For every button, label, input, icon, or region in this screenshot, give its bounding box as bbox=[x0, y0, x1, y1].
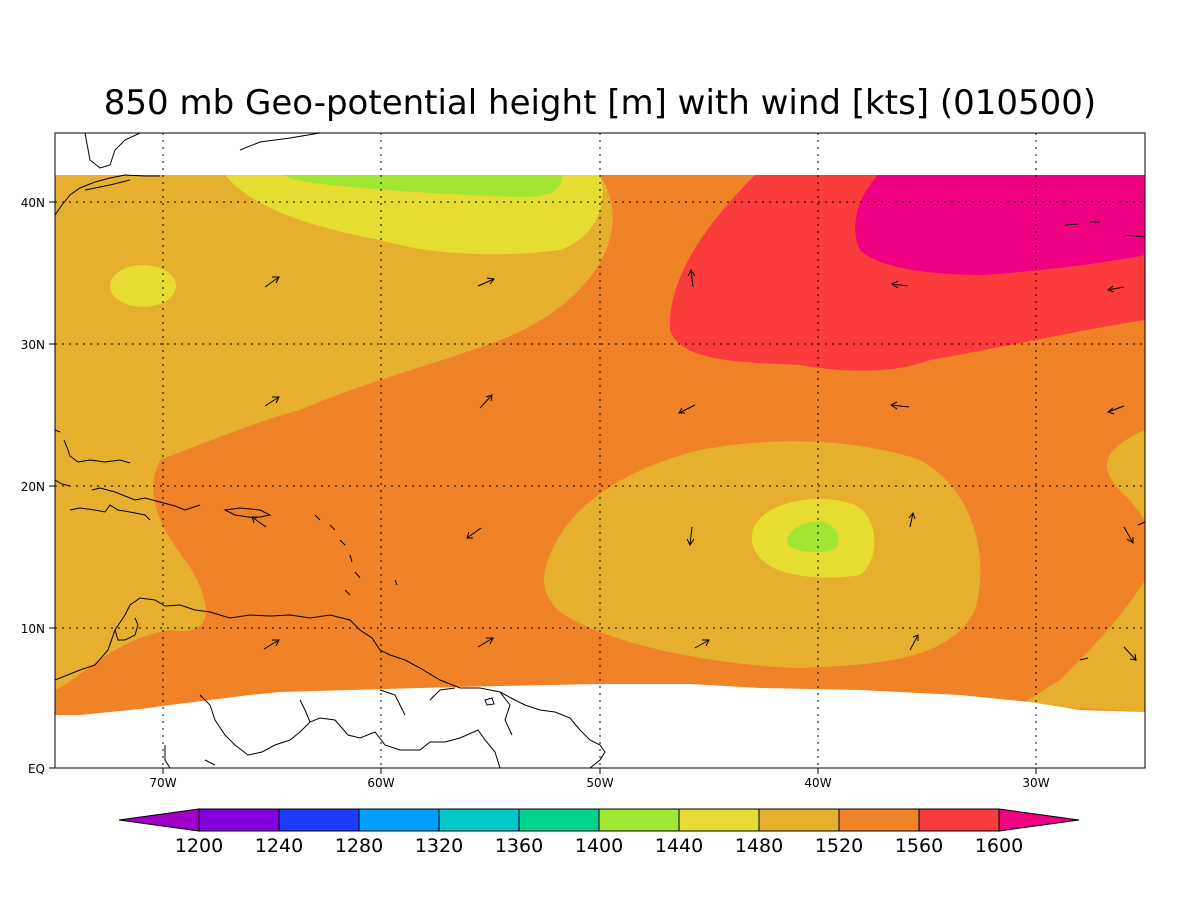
lon-label-40w: 40W bbox=[804, 776, 831, 790]
colorbar-label-1480: 1480 bbox=[735, 835, 783, 857]
height-contour-1520-southeast bbox=[1020, 580, 1145, 712]
coastlines bbox=[55, 133, 1145, 768]
colorbar-swatch bbox=[838, 808, 920, 832]
colorbar-swatch bbox=[758, 808, 840, 832]
wind-vectors bbox=[251, 269, 1137, 661]
colorbar-label-1240: 1240 bbox=[255, 835, 303, 857]
colorbar-swatch bbox=[278, 808, 360, 832]
wind-arrow bbox=[890, 401, 910, 410]
wind-arrow bbox=[909, 634, 919, 651]
wind-arrow bbox=[694, 639, 710, 649]
lon-label-50w: 50W bbox=[586, 776, 613, 790]
map-title: 850 mb Geo-potential height [m] with win… bbox=[104, 83, 1096, 123]
lat-label-10n: 10N bbox=[21, 622, 45, 636]
wind-arrow bbox=[264, 276, 280, 288]
height-contour-1520-east bbox=[1110, 430, 1145, 520]
colorbar-high-extension bbox=[998, 808, 1080, 832]
wind-arrow bbox=[1123, 526, 1134, 544]
colorbar-label-1200: 1200 bbox=[175, 835, 223, 857]
latitude-labels: EQ 10N 20N 30N 40N bbox=[21, 196, 45, 776]
plot-area bbox=[55, 133, 1145, 768]
colorbar-label-1520: 1520 bbox=[815, 835, 863, 857]
wind-arrow bbox=[1106, 405, 1125, 415]
lat-label-eq: EQ bbox=[28, 762, 45, 776]
colorbar-label-1280: 1280 bbox=[335, 835, 383, 857]
colorbar-swatch bbox=[198, 808, 280, 832]
wind-arrow bbox=[264, 396, 280, 407]
wind-arrow bbox=[466, 527, 482, 539]
wind-arrow bbox=[891, 280, 909, 289]
colorbar-swatch bbox=[678, 808, 760, 832]
lon-label-30w: 30W bbox=[1022, 776, 1049, 790]
lat-label-20n: 20N bbox=[21, 480, 45, 494]
colorbar bbox=[118, 808, 1080, 832]
colorbar-swatch bbox=[438, 808, 520, 832]
colorbar-swatch bbox=[358, 808, 440, 832]
colorbar-swatch bbox=[598, 808, 680, 832]
lon-label-70w: 70W bbox=[149, 776, 176, 790]
colorbar-label-1400: 1400 bbox=[575, 835, 623, 857]
longitude-labels: 70W 60W 50W 40W 30W bbox=[149, 776, 1049, 790]
colorbar-labels: 1200 1240 1280 1320 1360 1400 1440 1480 … bbox=[175, 835, 1023, 857]
colorbar-label-1360: 1360 bbox=[495, 835, 543, 857]
wind-arrow bbox=[479, 394, 493, 409]
height-contour-1480-small bbox=[110, 265, 176, 307]
wind-arrow bbox=[678, 404, 696, 414]
wind-arrow bbox=[1123, 646, 1137, 661]
height-contour-1640 bbox=[855, 175, 1145, 275]
axis-ticks bbox=[49, 201, 1037, 774]
lon-label-60w: 60W bbox=[367, 776, 394, 790]
missing-data-area bbox=[55, 684, 1145, 768]
colorbar-swatch bbox=[918, 808, 1000, 832]
colorbar-label-1320: 1320 bbox=[415, 835, 463, 857]
wind-arrow bbox=[687, 269, 696, 288]
wind-arrow bbox=[908, 511, 916, 528]
height-contour-1440-north bbox=[285, 175, 562, 197]
wind-arrow bbox=[1106, 285, 1125, 293]
lat-label-30n: 30N bbox=[21, 338, 45, 352]
wind-arrow bbox=[686, 526, 695, 546]
wind-arrow bbox=[477, 277, 495, 287]
graticule bbox=[55, 133, 1145, 768]
colorbar-low-extension bbox=[118, 808, 200, 832]
colorbar-swatch bbox=[518, 808, 600, 832]
colorbar-label-1600: 1600 bbox=[975, 835, 1023, 857]
wind-arrow bbox=[251, 516, 267, 528]
height-contour-1440-core bbox=[786, 521, 839, 553]
lat-label-40n: 40N bbox=[21, 196, 45, 210]
colorbar-label-1440: 1440 bbox=[655, 835, 703, 857]
wind-arrow bbox=[477, 637, 494, 648]
colorbar-label-1560: 1560 bbox=[895, 835, 943, 857]
wind-arrow bbox=[263, 639, 280, 650]
